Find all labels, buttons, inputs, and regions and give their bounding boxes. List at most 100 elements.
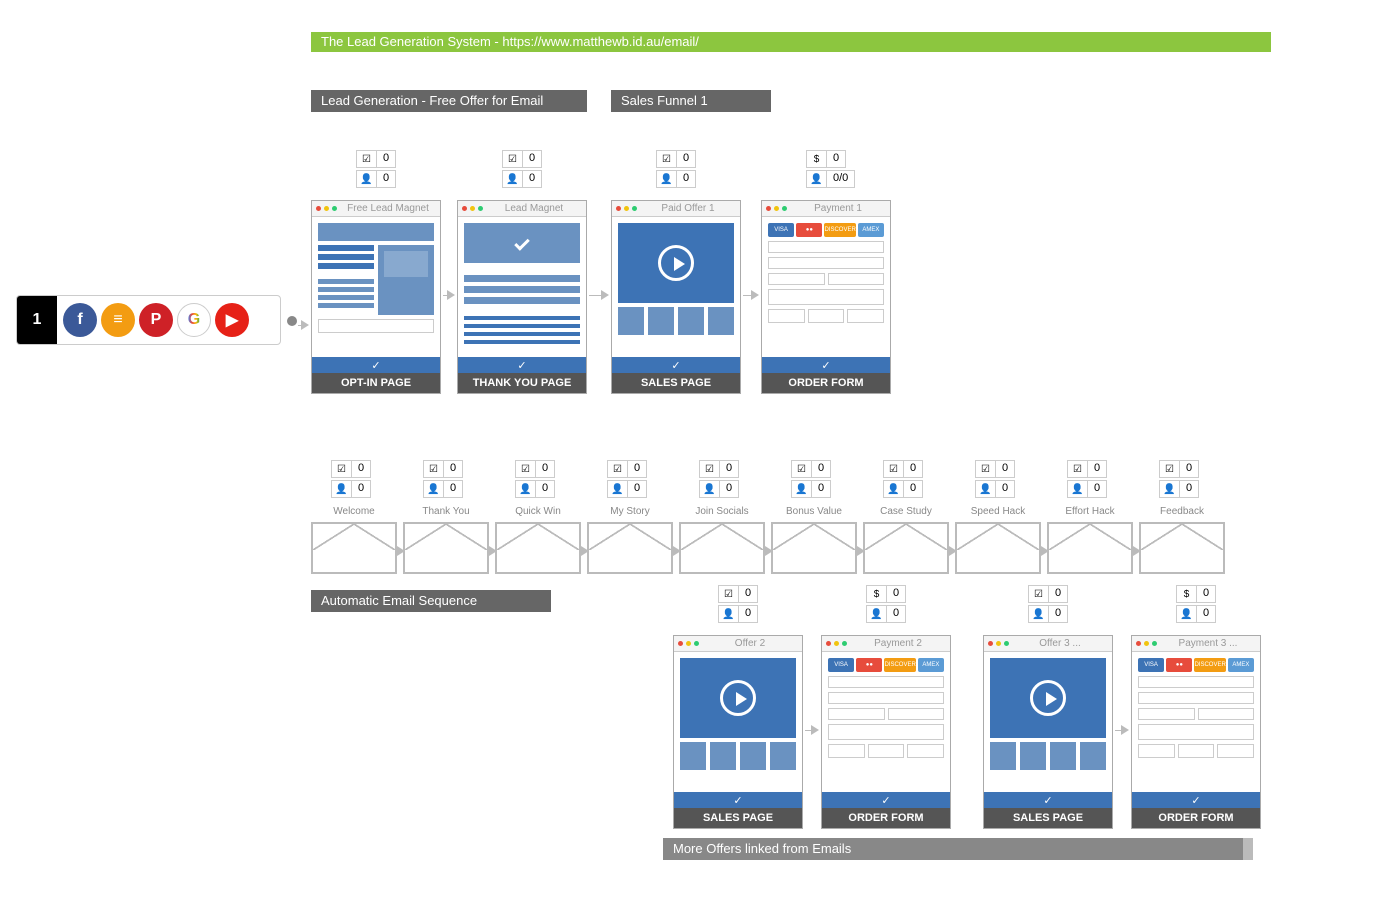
stats-block: ☑0 👤0 [423, 460, 463, 498]
stat-row: 👤0 [1176, 605, 1216, 623]
flow-arrow [443, 290, 455, 300]
page-card[interactable]: Payment 1 VISA●●DISCOVERAMEX ✓ ORDER FOR… [761, 200, 891, 394]
stats-block: ☑0 👤0 [1159, 460, 1199, 498]
stats-block: ☑0 👤0 [1067, 460, 1107, 498]
stat-row: 👤0 [331, 480, 371, 498]
card-footer: SALES PAGE [674, 808, 802, 828]
stat-row: 👤0 [1028, 605, 1068, 623]
more-offers-cap [1243, 838, 1253, 860]
card-footer: ORDER FORM [762, 373, 890, 393]
stat-row: 👤0 [356, 170, 396, 188]
card-confirm: ✓ [612, 357, 740, 373]
card-title: Lead Magnet [486, 203, 582, 214]
email-label: My Story [587, 506, 673, 517]
card-titlebar: Payment 3 ... [1132, 636, 1260, 652]
card-titlebar: Paid Offer 1 [612, 201, 740, 217]
flow-arrow [1133, 546, 1139, 556]
page-card[interactable]: Free Lead Magnet ✓ OPT-IN PAGE [311, 200, 441, 394]
stat-row: 👤0 [699, 480, 739, 498]
stat-row: 👤0 [423, 480, 463, 498]
card-body [674, 652, 802, 792]
email-label: Feedback [1139, 506, 1225, 517]
card-titlebar: Payment 2 [822, 636, 950, 652]
email-envelope-icon[interactable] [1139, 522, 1225, 574]
card-footer: SALES PAGE [984, 808, 1112, 828]
stat-row: $0 [1176, 585, 1216, 603]
stat-row: 👤0 [607, 480, 647, 498]
email-label: Bonus Value [771, 506, 857, 517]
stat-row: 👤0 [866, 605, 906, 623]
stat-row: 👤0 [515, 480, 555, 498]
card-confirm: ✓ [762, 357, 890, 373]
email-envelope-icon[interactable] [403, 522, 489, 574]
youtube-icon: ▶ [215, 303, 249, 337]
stats-block: ☑0 👤0 [607, 460, 647, 498]
card-body [312, 217, 440, 357]
email-envelope-icon[interactable] [311, 522, 397, 574]
stat-row: $0 [806, 150, 846, 168]
email-envelope-icon[interactable] [495, 522, 581, 574]
card-footer: SALES PAGE [612, 373, 740, 393]
card-titlebar: Payment 1 [762, 201, 890, 217]
card-footer: ORDER FORM [822, 808, 950, 828]
card-title: Payment 2 [850, 638, 946, 649]
email-label: Quick Win [495, 506, 581, 517]
card-footer: OPT-IN PAGE [312, 373, 440, 393]
stats-block: $0 👤0/0 [806, 150, 855, 188]
email-label: Join Socials [679, 506, 765, 517]
card-titlebar: Offer 2 [674, 636, 802, 652]
email-label: Effort Hack [1047, 506, 1133, 517]
stat-row: 👤0 [502, 170, 542, 188]
email-label: Welcome [311, 506, 397, 517]
label-more-offers: More Offers linked from Emails [663, 838, 1243, 860]
card-footer: THANK YOU PAGE [458, 373, 586, 393]
stats-block: ☑0 👤0 [656, 150, 696, 188]
email-envelope-icon[interactable] [1047, 522, 1133, 574]
card-title: Free Lead Magnet [340, 203, 436, 214]
pinterest-icon: P [139, 303, 173, 337]
card-title: Offer 3 ... [1012, 638, 1108, 649]
flow-arrow [805, 725, 819, 735]
page-card[interactable]: Offer 3 ... ✓ SALES PAGE [983, 635, 1113, 829]
stats-block: ☑0 👤0 [356, 150, 396, 188]
card-confirm: ✓ [822, 792, 950, 808]
page-card[interactable]: Payment 3 ... VISA●●DISCOVERAMEX ✓ ORDER… [1131, 635, 1261, 829]
stats-block: $0 👤0 [1176, 585, 1216, 623]
stat-row: 👤0 [1159, 480, 1199, 498]
email-envelope-icon[interactable] [587, 522, 673, 574]
page-card[interactable]: Payment 2 VISA●●DISCOVERAMEX ✓ ORDER FOR… [821, 635, 951, 829]
stat-row: ☑0 [975, 460, 1015, 478]
email-label: Speed Hack [955, 506, 1041, 517]
stat-row: ☑0 [718, 585, 758, 603]
card-body [984, 652, 1112, 792]
stats-block: ☑0 👤0 [699, 460, 739, 498]
title-banner: The Lead Generation System - https://www… [311, 32, 1271, 52]
flow-arrow [489, 546, 495, 556]
stats-block: ☑0 👤0 [502, 150, 542, 188]
email-envelope-icon[interactable] [955, 522, 1041, 574]
card-title: Payment 3 ... [1160, 638, 1256, 649]
card-body [612, 217, 740, 357]
card-confirm: ✓ [674, 792, 802, 808]
stats-block: ☑0 👤0 [718, 585, 758, 623]
page-card[interactable]: Paid Offer 1 ✓ SALES PAGE [611, 200, 741, 394]
stats-block: ☑0 👤0 [975, 460, 1015, 498]
stats-block: ☑0 👤0 [331, 460, 371, 498]
stat-row: ☑0 [423, 460, 463, 478]
stat-row: $0 [866, 585, 906, 603]
card-body: VISA●●DISCOVERAMEX [762, 217, 890, 357]
email-envelope-icon[interactable] [771, 522, 857, 574]
page-card[interactable]: Offer 2 ✓ SALES PAGE [673, 635, 803, 829]
label-emailseq: Automatic Email Sequence [311, 590, 551, 612]
email-envelope-icon[interactable] [863, 522, 949, 574]
card-body: VISA●●DISCOVERAMEX [822, 652, 950, 792]
card-body: VISA●●DISCOVERAMEX [1132, 652, 1260, 792]
card-confirm: ✓ [984, 792, 1112, 808]
page-card[interactable]: Lead Magnet ✓ THANK YOU PAGE [457, 200, 587, 394]
stats-block: ☑0 👤0 [515, 460, 555, 498]
email-envelope-icon[interactable] [679, 522, 765, 574]
card-titlebar: Free Lead Magnet [312, 201, 440, 217]
social-icons: f≡PG▶ [57, 303, 255, 337]
card-confirm: ✓ [458, 357, 586, 373]
stats-block: ☑0 👤0 [1028, 585, 1068, 623]
